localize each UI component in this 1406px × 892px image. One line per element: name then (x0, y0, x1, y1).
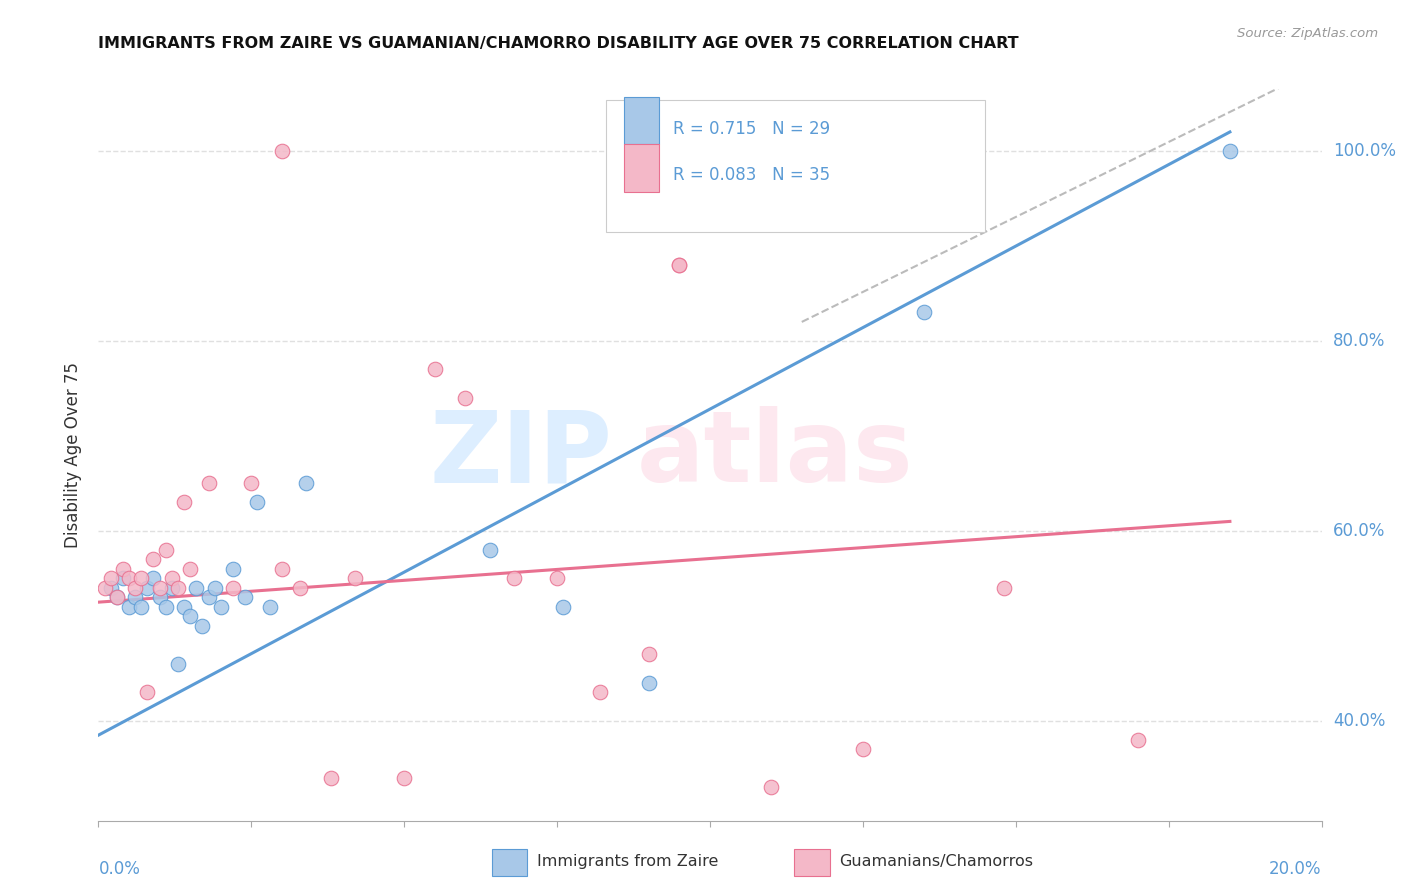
Point (270, 562, 292, 576)
Point (637, 648, 661, 662)
Point (160, 571, 183, 585)
FancyBboxPatch shape (624, 96, 658, 145)
Point (173, 599, 195, 614)
Point (290, 581, 312, 595)
Text: ZIP: ZIP (429, 407, 612, 503)
FancyBboxPatch shape (624, 144, 658, 192)
Text: 80.0%: 80.0% (1333, 332, 1385, 350)
Point (1128, 732, 1150, 747)
Point (454, 391, 477, 405)
Point (478, 542, 501, 557)
Point (259, 599, 281, 614)
Point (142, 571, 165, 585)
Point (204, 581, 226, 595)
Point (179, 609, 201, 624)
Text: atlas: atlas (637, 407, 914, 503)
Point (759, 780, 782, 795)
Point (553, 599, 575, 614)
Point (668, 258, 690, 272)
Point (173, 495, 195, 509)
Point (111, 571, 134, 585)
Point (136, 581, 159, 595)
Point (118, 599, 141, 614)
Point (197, 591, 219, 605)
Point (155, 599, 177, 614)
Text: 0.0%: 0.0% (98, 860, 141, 878)
Point (129, 599, 152, 614)
Point (149, 581, 172, 595)
Point (142, 552, 165, 566)
Text: 60.0%: 60.0% (1333, 522, 1385, 540)
Point (668, 258, 690, 272)
Point (344, 571, 367, 585)
Text: 40.0%: 40.0% (1333, 712, 1385, 730)
Point (100, 571, 122, 585)
Text: Guamanians/Chamorros: Guamanians/Chamorros (839, 855, 1033, 869)
Point (589, 685, 612, 699)
Point (233, 591, 256, 605)
Point (129, 571, 152, 585)
Point (423, 362, 446, 376)
Point (155, 542, 177, 557)
FancyBboxPatch shape (606, 100, 986, 232)
Point (637, 676, 661, 690)
Point (105, 591, 128, 605)
Point (319, 771, 342, 785)
Point (186, 581, 208, 595)
Point (912, 305, 935, 319)
Point (124, 591, 146, 605)
Point (179, 562, 201, 576)
Point (993, 581, 1015, 595)
Point (240, 476, 263, 491)
Text: IMMIGRANTS FROM ZAIRE VS GUAMANIAN/CHAMORRO DISABILITY AGE OVER 75 CORRELATION C: IMMIGRANTS FROM ZAIRE VS GUAMANIAN/CHAMO… (98, 36, 1019, 51)
Point (246, 495, 269, 509)
Point (118, 571, 141, 585)
Text: R = 0.715   N = 29: R = 0.715 N = 29 (673, 120, 831, 138)
Point (852, 742, 875, 756)
Point (191, 619, 214, 633)
Point (124, 581, 146, 595)
Y-axis label: Disability Age Over 75: Disability Age Over 75 (65, 362, 83, 548)
Point (167, 581, 190, 595)
Text: Source: ZipAtlas.com: Source: ZipAtlas.com (1237, 27, 1378, 40)
Point (222, 562, 245, 576)
Point (136, 685, 159, 699)
Text: 100.0%: 100.0% (1333, 142, 1396, 160)
Point (105, 591, 128, 605)
Point (503, 571, 526, 585)
Point (1219, 144, 1241, 158)
Point (93, 581, 115, 595)
Text: Immigrants from Zaire: Immigrants from Zaire (537, 855, 718, 869)
Point (160, 581, 183, 595)
Point (546, 571, 568, 585)
Point (167, 657, 190, 671)
Point (392, 771, 416, 785)
Point (222, 581, 245, 595)
Point (197, 476, 219, 491)
Point (100, 581, 122, 595)
Text: R = 0.083   N = 35: R = 0.083 N = 35 (673, 166, 831, 184)
Point (295, 476, 318, 491)
Point (111, 562, 134, 576)
Point (270, 144, 292, 158)
Text: 20.0%: 20.0% (1270, 860, 1322, 878)
Point (209, 599, 232, 614)
Point (149, 591, 172, 605)
